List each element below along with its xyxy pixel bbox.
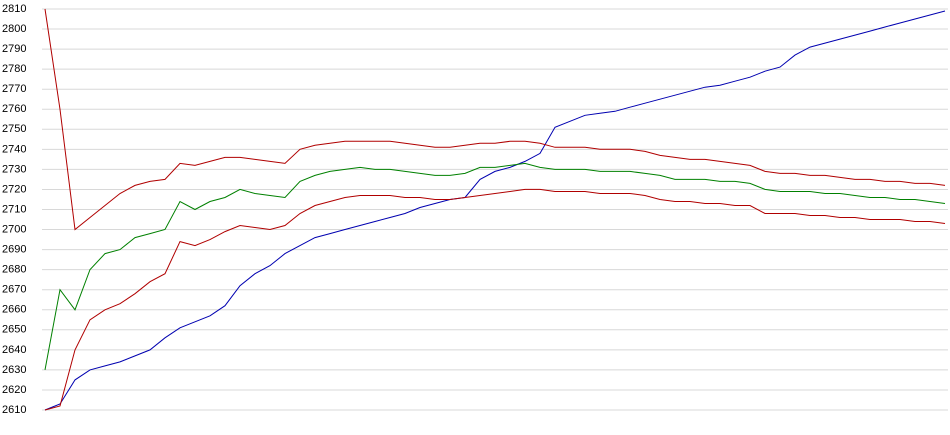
- y-tick-label: 2770: [2, 83, 26, 95]
- data-line: [44, 8, 946, 231]
- y-tick-label: 2640: [2, 344, 26, 356]
- y-tick-label: 2710: [2, 203, 26, 215]
- data-line: [44, 162, 946, 370]
- y-tick-label: 2730: [2, 163, 26, 175]
- y-tick-label: 2700: [2, 223, 26, 235]
- y-tick-label: 2630: [2, 364, 26, 376]
- y-tick-label: 2610: [2, 404, 26, 416]
- y-tick-label: 2780: [2, 63, 26, 75]
- y-tick-label: 2760: [2, 103, 26, 115]
- data-line: [44, 188, 946, 411]
- data-line: [44, 10, 946, 411]
- y-tick-label: 2690: [2, 244, 26, 256]
- y-tick-label: 2680: [2, 264, 26, 276]
- y-tick-label: 2740: [2, 143, 26, 155]
- y-tick-label: 2650: [2, 324, 26, 336]
- y-tick-label: 2790: [2, 43, 26, 55]
- y-tick-label: 2620: [2, 384, 26, 396]
- y-tick-label: 2720: [2, 183, 26, 195]
- y-tick-label: 2810: [2, 3, 26, 15]
- y-tick-label: 2660: [2, 304, 26, 316]
- y-tick-label: 2750: [2, 123, 26, 135]
- y-tick-label: 2670: [2, 284, 26, 296]
- y-tick-label: 2800: [2, 23, 26, 35]
